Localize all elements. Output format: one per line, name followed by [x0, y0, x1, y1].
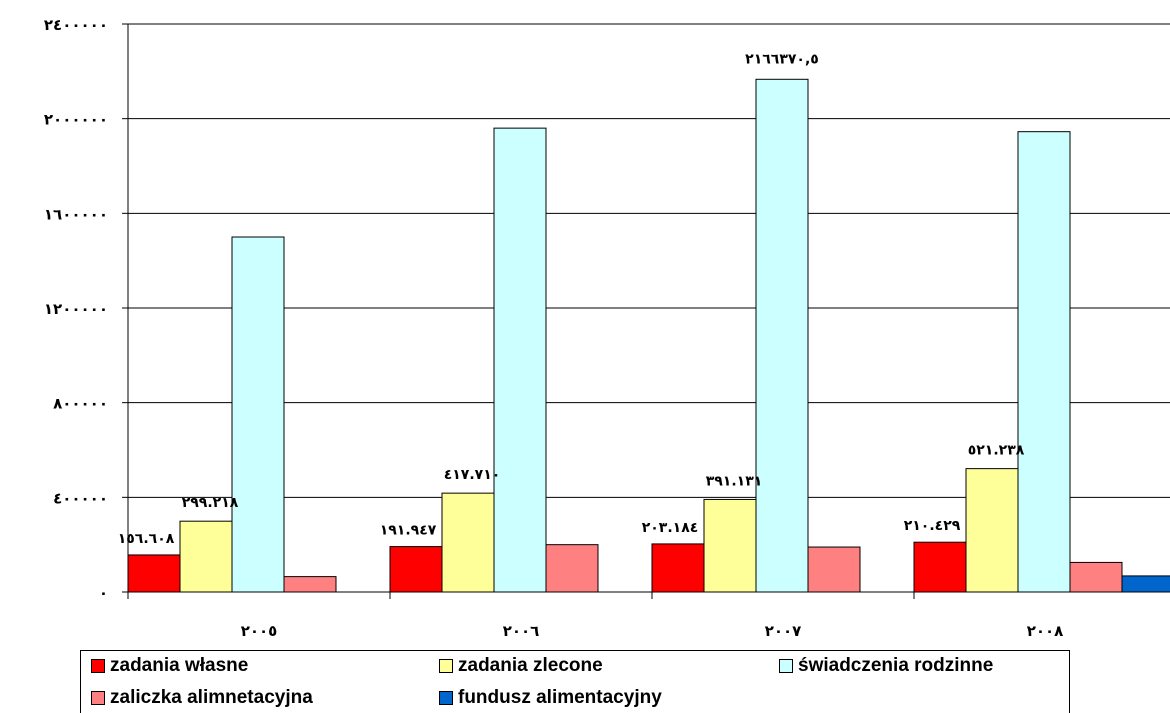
legend-swatch: [439, 659, 453, 673]
y-tick-label: ٨٠٠٠٠٠: [53, 395, 108, 413]
bar: [545, 544, 599, 593]
legend-item-zadania-zlecone: zadania zlecone: [439, 655, 603, 677]
legend-label: zadania własne: [110, 655, 249, 676]
legend-label: zadania zlecone: [458, 655, 603, 676]
y-tick-label: ٢٤٠٠٠٠٠: [44, 16, 108, 34]
bar: [755, 78, 809, 593]
bar: [965, 468, 1019, 593]
legend-swatch: [91, 659, 105, 673]
legend-label: świadczenia rodzinne: [798, 655, 994, 676]
x-tick-label: ٢٠٠٥: [241, 622, 278, 640]
legend-swatch: [91, 691, 105, 705]
x-tick-label: ٢٠٠٧: [765, 622, 802, 640]
data-label: ١٥٦.٦٠٨: [118, 531, 175, 547]
data-label: ٢٩٩.٢١٨: [182, 495, 239, 511]
bar: [807, 546, 861, 593]
legend: zadania własne zadania zlecone świadczen…: [80, 650, 1070, 713]
bar: [283, 576, 337, 593]
bars: [127, 78, 1170, 593]
bar: [1017, 131, 1071, 593]
legend-item-zadania-wlasne: zadania własne: [91, 655, 248, 677]
bar: [1069, 561, 1123, 593]
data-label: ٥٢١.٢٣٨: [968, 443, 1025, 459]
legend-swatch: [779, 659, 793, 673]
y-tick-label: ٠: [99, 584, 108, 602]
data-label: ٣٩١.١٣١: [706, 473, 763, 489]
x-tick-label: ٢٠٠٨: [1027, 622, 1064, 640]
bar: [127, 554, 181, 593]
data-label: ٢١٠.٤٢٩: [904, 518, 961, 534]
y-tick-label: ١٢٠٠٠٠٠: [44, 300, 108, 318]
legend-label: fundusz alimentacyjny: [458, 687, 662, 708]
axes: ٠ ٤٠٠٠٠٠ ٨٠٠٠٠٠ ١٢٠٠٠٠٠ ١٦٠٠٠٠٠ ٢٠٠٠٠٠٠ ٢٤٠٠٠٠…: [44, 16, 1170, 640]
bar: [493, 127, 547, 593]
y-tick-label: ٤٠٠٠٠٠: [53, 489, 108, 507]
legend-swatch: [439, 691, 453, 705]
bar: [651, 543, 705, 593]
data-labels: ١٥٦.٦٠٨ ٢٩٩.٢١٨ ١٩١.٩٤٧ ٤١٧.٧١٠ ٢٠٣.١٨٤ ٣٩١.١…: [118, 51, 1025, 547]
data-label: ٢٠٣.١٨٤: [642, 520, 699, 536]
legend-label: zaliczka alimnetacyjna: [110, 687, 313, 708]
data-label: ٢١٦٦٣٧٠,٥: [745, 51, 819, 67]
bar: [179, 520, 233, 593]
bar: [913, 541, 967, 593]
bar: [231, 236, 285, 593]
legend-item-zaliczka-alimnetacyjna: zaliczka alimnetacyjna: [91, 687, 313, 709]
bar: [441, 492, 495, 593]
data-label: ١٩١.٩٤٧: [380, 523, 437, 539]
legend-item-fundusz-alimentacyjny: fundusz alimentacyjny: [439, 687, 662, 709]
legend-item-swiadczenia-rodzinne: świadczenia rodzinne: [779, 655, 993, 677]
bar-chart: ٠ ٤٠٠٠٠٠ ٨٠٠٠٠٠ ١٢٠٠٠٠٠ ١٦٠٠٠٠٠ ٢٠٠٠٠٠٠ ٢٤٠٠٠٠…: [44, 16, 1170, 640]
x-tick-label: ٢٠٠٦: [503, 622, 540, 640]
y-tick-label: ٢٠٠٠٠٠٠: [44, 111, 108, 129]
bar: [703, 498, 757, 593]
bar: [389, 546, 443, 593]
data-label: ٤١٧.٧١٠: [444, 467, 501, 483]
y-tick-label: ١٦٠٠٠٠٠: [44, 205, 108, 223]
bar: [1121, 575, 1170, 593]
